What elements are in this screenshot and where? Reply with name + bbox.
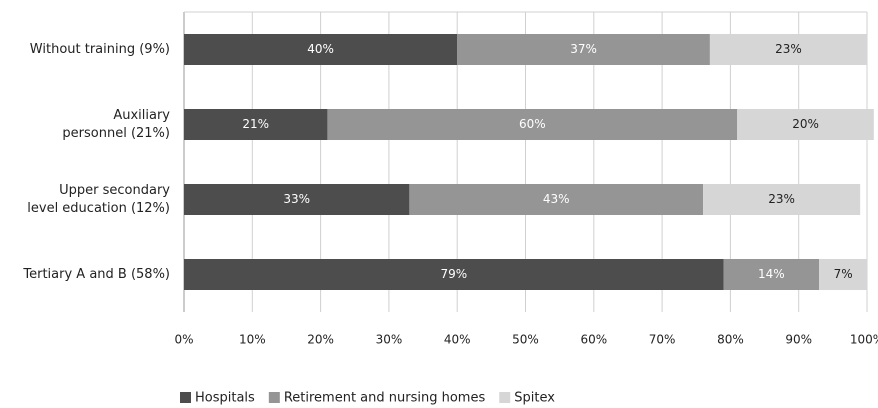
value-label: 37% — [570, 42, 597, 56]
bar-segment — [184, 184, 410, 215]
value-label: 23% — [775, 42, 802, 56]
x-tick-label: 100% — [850, 333, 878, 347]
x-tick-label: 40% — [444, 333, 471, 347]
x-tick-label: 60% — [580, 333, 607, 347]
x-tick-label: 10% — [239, 333, 266, 347]
y-tick-label: Tertiary A and B (58%) — [23, 266, 170, 282]
value-label: 33% — [283, 192, 310, 206]
x-tick-label: 0% — [174, 333, 193, 347]
value-label: 21% — [242, 117, 269, 131]
bar-segment — [184, 259, 724, 290]
x-tick-label: 70% — [649, 333, 676, 347]
x-tick-label: 30% — [376, 333, 403, 347]
bar-segment — [184, 34, 458, 65]
value-label: 79% — [440, 267, 467, 281]
legend-swatch — [180, 392, 191, 403]
bar-segment — [737, 109, 874, 140]
value-label: 23% — [768, 192, 795, 206]
value-label: 20% — [792, 117, 819, 131]
value-label: 7% — [834, 267, 853, 281]
bar-segment — [723, 259, 820, 290]
bar-segment — [709, 34, 867, 65]
x-tick-label: 20% — [307, 333, 334, 347]
x-tick-label: 50% — [512, 333, 539, 347]
value-label: 40% — [307, 42, 334, 56]
y-tick-label: Auxiliary personnel (21%) — [62, 107, 170, 141]
legend-swatch — [268, 392, 280, 403]
value-label: 43% — [543, 192, 570, 206]
bar-segment — [457, 34, 710, 65]
y-tick-label: Without training (9%) — [29, 41, 170, 57]
bar-segment — [409, 184, 704, 215]
value-label: 60% — [519, 117, 546, 131]
bar-segment — [703, 184, 861, 215]
legend-label: Hospitals — [195, 391, 255, 406]
bar-segment — [819, 259, 867, 290]
value-label: 14% — [758, 267, 785, 281]
x-tick-label: 80% — [717, 333, 744, 347]
y-tick-label: Upper secondary level education (12%) — [27, 182, 170, 216]
bar-segment — [327, 109, 738, 140]
x-tick-label: 90% — [785, 333, 812, 347]
legend-label: Retirement and nursing homes — [284, 391, 486, 406]
legend-swatch — [499, 392, 511, 403]
legend-label: Spitex — [514, 391, 555, 406]
bar-segment — [184, 109, 328, 140]
